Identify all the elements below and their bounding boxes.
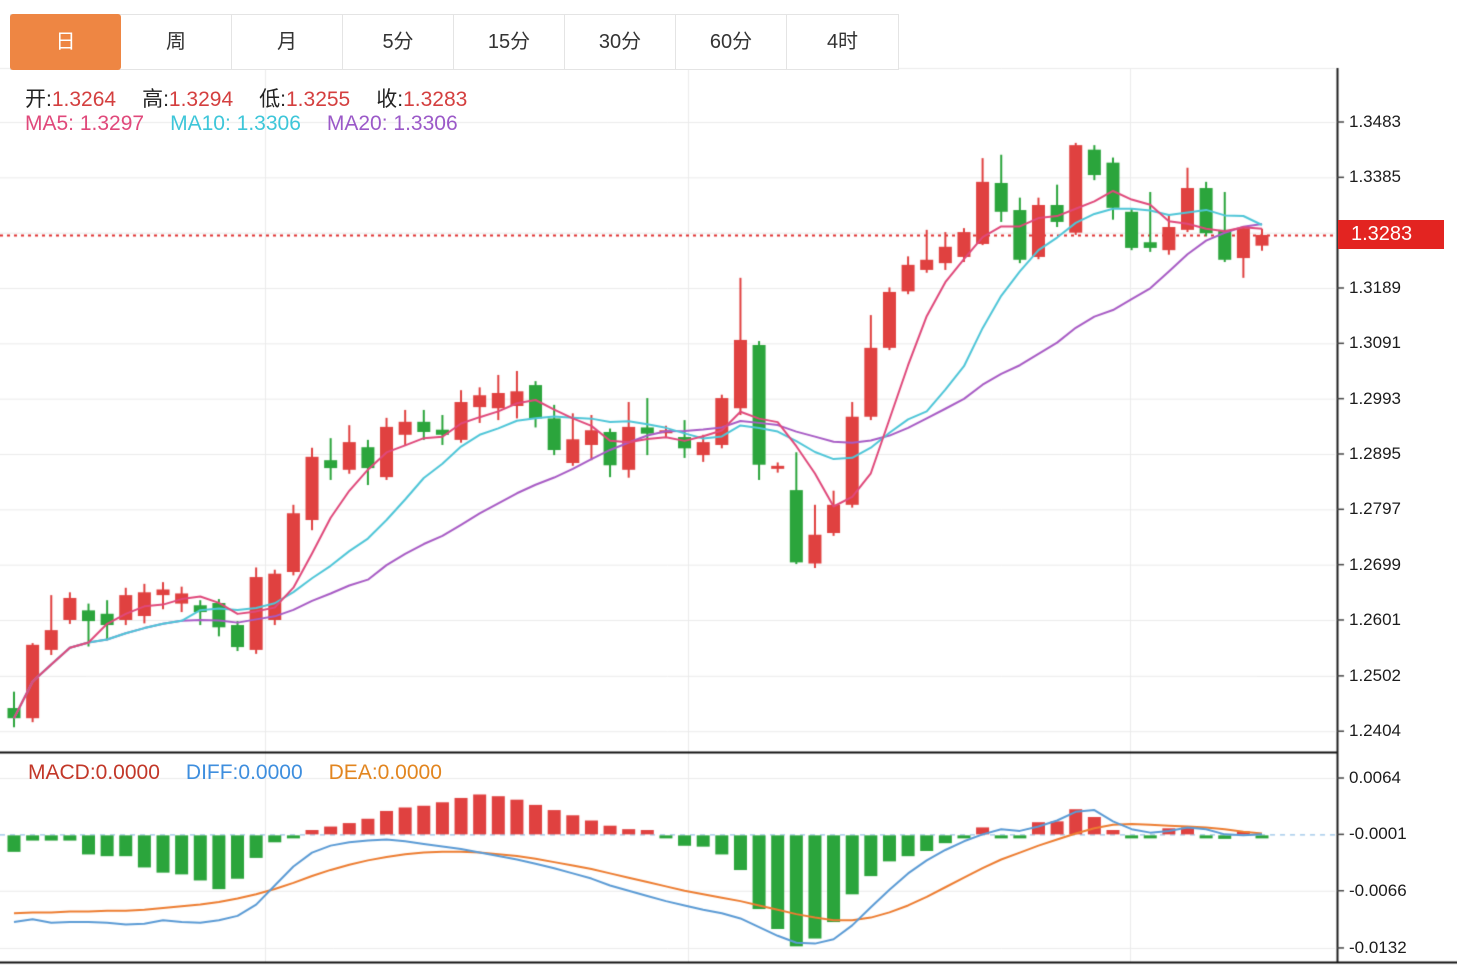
diff-value: 0.0000: [238, 761, 303, 784]
dea-label: DEA:: [328, 761, 378, 784]
diff-label: DIFF:: [185, 761, 239, 784]
macd-tick-label: -0.0066: [1349, 880, 1407, 900]
ma20-label: MA20:: [326, 112, 388, 135]
price-tick-label: 1.3483: [1349, 111, 1401, 131]
price-tick-label: 1.2502: [1349, 665, 1401, 685]
macd-label: MACD:: [28, 761, 96, 784]
ma5-label: MA5:: [25, 112, 75, 135]
tab-60min[interactable]: 60分: [676, 15, 787, 69]
high-value: 1.3294: [168, 88, 234, 111]
price-tick-label: 1.3189: [1349, 277, 1401, 297]
macd-tick-label: -0.0001: [1349, 824, 1407, 844]
open-label: 开:: [25, 88, 52, 111]
price-tick-label: 1.2601: [1349, 609, 1401, 629]
price-tick-label: 1.2993: [1349, 388, 1401, 408]
tab-week[interactable]: 周: [121, 15, 232, 69]
tab-15min[interactable]: 15分: [454, 15, 565, 69]
tab-5min[interactable]: 5分: [343, 15, 454, 69]
low-label: 低:: [259, 88, 286, 111]
price-tick-label: 1.3385: [1349, 167, 1401, 187]
ohlc-legend: 开:1.3264 高:1.3294 低:1.3255 收:1.3283: [25, 83, 467, 113]
dea-value: 0.0000: [377, 761, 442, 784]
ma20-value: 1.3306: [393, 112, 458, 135]
current-price-badge: 1.3283: [1338, 220, 1444, 250]
tab-4hour[interactable]: 4时: [787, 15, 898, 69]
period-tab-bar: 日 周 月 5分 15分 30分 60分 4时: [10, 14, 899, 70]
high-label: 高:: [142, 88, 169, 111]
tab-30min[interactable]: 30分: [565, 15, 676, 69]
macd-tick-label: 0.0064: [1349, 768, 1401, 787]
open-value: 1.3264: [51, 88, 117, 111]
price-tick-label: 1.2404: [1349, 721, 1401, 741]
low-value: 1.3255: [286, 88, 351, 111]
close-label: 收:: [376, 88, 404, 111]
ma10-value: 1.3306: [236, 112, 301, 135]
price-tick-label: 1.2797: [1349, 499, 1401, 519]
macd-value: 0.0000: [95, 761, 160, 784]
price-tick-label: 1.3091: [1349, 333, 1401, 353]
ma-legend: MA5: 1.3297 MA10: 1.3306 MA20: 1.3306: [25, 112, 458, 136]
ma5-value: 1.3297: [79, 112, 145, 135]
macd-tick-label: -0.0132: [1349, 937, 1407, 957]
tab-month[interactable]: 月: [232, 15, 343, 69]
tab-day[interactable]: 日: [10, 14, 121, 70]
price-tick-label: 1.2895: [1349, 443, 1401, 463]
close-value: 1.3283: [403, 88, 468, 111]
macd-legend: MACD:0.0000 DIFF:0.0000 DEA:0.0000: [28, 761, 442, 785]
ma10-label: MA10:: [170, 112, 231, 135]
price-tick-label: 1.2699: [1349, 554, 1401, 574]
